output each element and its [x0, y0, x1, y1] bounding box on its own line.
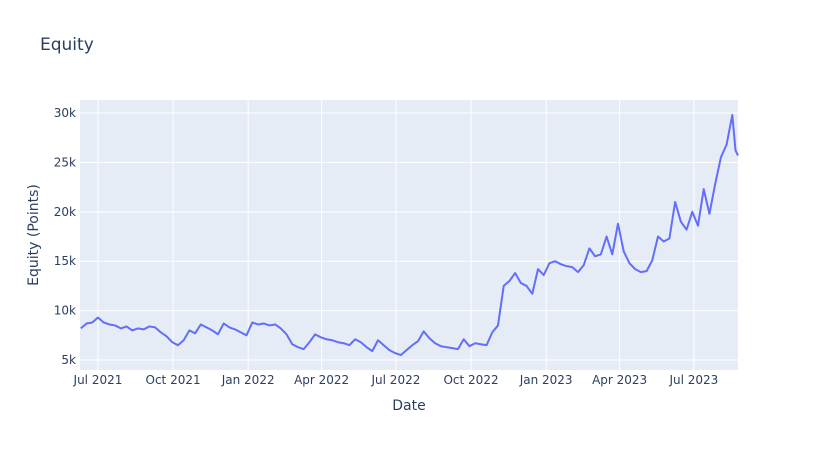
y-tick-label: 10k [54, 304, 76, 318]
x-tick-label: Jan 2023 [519, 373, 573, 387]
x-tick-label: Jul 2023 [668, 373, 718, 387]
chart-title: Equity [40, 35, 94, 55]
x-tick-label: Oct 2021 [146, 373, 201, 387]
y-tick-label: 30k [54, 106, 76, 120]
y-tick-label: 20k [54, 205, 76, 219]
x-tick-label: Jul 2021 [73, 373, 123, 387]
x-tick-label: Jul 2022 [371, 373, 421, 387]
y-tick-label: 15k [54, 254, 76, 268]
plot-area [80, 100, 738, 370]
x-axis-title: Date [392, 398, 425, 414]
x-tick-label: Jan 2022 [221, 373, 275, 387]
y-tick-label: 25k [54, 155, 76, 169]
x-tick-label: Apr 2022 [294, 373, 349, 387]
x-tick-label: Apr 2023 [592, 373, 647, 387]
y-axis-title: Equity (Points) [26, 184, 42, 286]
line [80, 114, 739, 357]
y-tick-label: 5k [61, 353, 76, 367]
x-tick-label: Oct 2022 [443, 373, 498, 387]
